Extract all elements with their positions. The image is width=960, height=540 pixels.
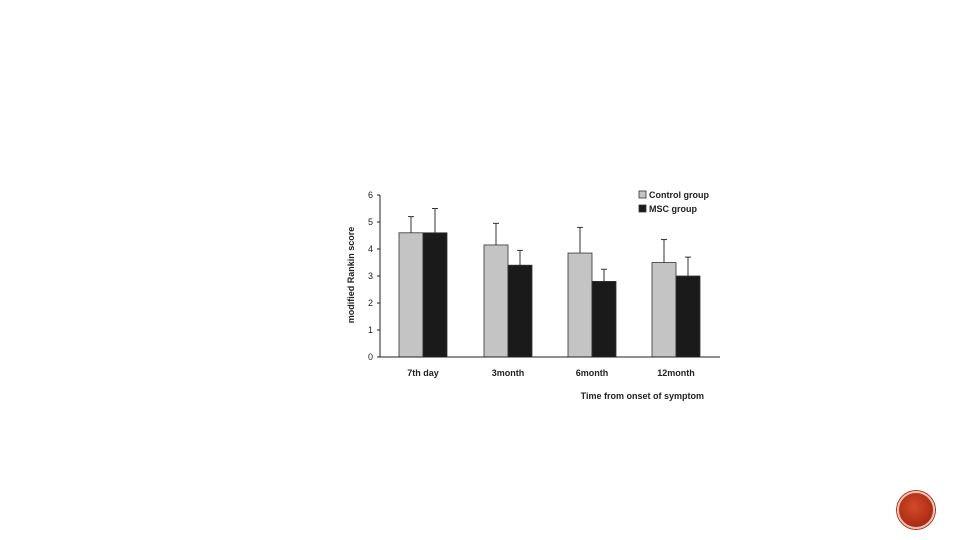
y-tick-label: 2 [368,298,373,308]
x-tick-label: 12month [657,368,695,378]
legend-label-msc: MSC group [649,204,697,214]
bar-chart: 0 1 2 3 4 5 6 7th day 3month 6month 12month modif… [346,190,720,401]
legend: Control group MSC group [638,190,709,214]
y-tick-label: 0 [368,352,373,362]
legend-swatch-control [638,190,647,199]
bar-msc-0 [422,232,448,358]
y-tick-label: 3 [368,271,373,281]
x-axis-label: Time from onset of symptom [581,391,704,401]
y-axis-label: modified Rankin score [346,227,356,324]
x-axis-categories: 7th day 3month 6month 12month [407,368,695,378]
bar-control-2 [567,252,593,358]
legend-label-control: Control group [649,190,709,200]
bar-control-0 [398,232,424,358]
bar-msc-2 [591,281,617,358]
y-tick-label: 4 [368,244,373,254]
y-tick-label: 6 [368,190,373,200]
error-bars [408,208,691,282]
y-axis-ticks: 0 1 2 3 4 5 6 [368,190,380,362]
y-tick-label: 5 [368,217,373,227]
x-tick-label: 6month [576,368,609,378]
bar-msc-3 [675,275,701,358]
x-tick-label: 3month [492,368,525,378]
x-tick-label: 7th day [407,368,439,378]
bar-msc-1 [507,264,533,358]
y-tick-label: 1 [368,325,373,335]
page-number-badge [897,491,935,529]
bar-control-1 [483,244,509,358]
bars [398,232,701,358]
legend-swatch-msc [638,204,647,213]
bar-control-3 [651,262,677,358]
